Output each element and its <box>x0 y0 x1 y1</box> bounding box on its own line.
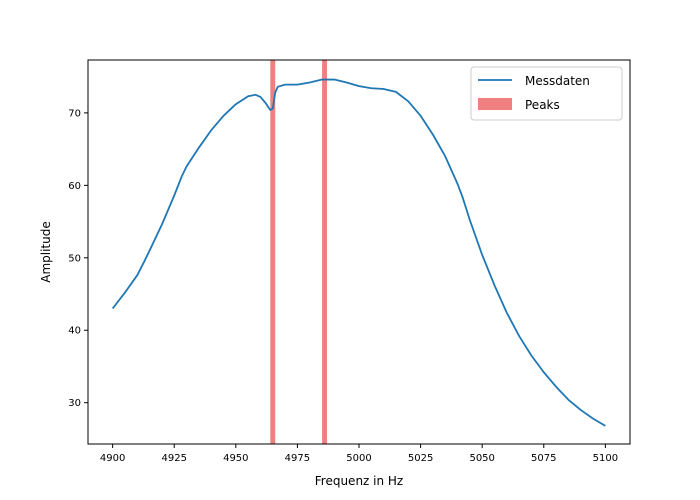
y-tick-label: 50 <box>68 253 81 264</box>
x-tick-label: 4975 <box>285 453 310 464</box>
legend-label-messdaten: Messdaten <box>525 74 590 88</box>
legend: Messdaten Peaks <box>470 66 623 121</box>
x-tick-label: 5050 <box>469 453 494 464</box>
peak-span-1 <box>270 60 276 444</box>
x-tick-label: 5025 <box>408 453 433 464</box>
data-series <box>111 78 606 427</box>
y-tick-label: 40 <box>68 326 81 337</box>
peak-span-2 <box>322 60 327 444</box>
y-tick-label: 60 <box>68 181 81 192</box>
y-tick-label: 30 <box>68 398 81 409</box>
x-tick-label: 4950 <box>223 453 248 464</box>
legend-label-peaks: Peaks <box>525 98 560 112</box>
x-tick-label: 5100 <box>593 453 618 464</box>
series-line-messdaten <box>111 78 606 427</box>
peak-spans <box>270 60 327 444</box>
y-axis-label: Amplitude <box>39 221 53 283</box>
x-tick-label: 5075 <box>531 453 556 464</box>
x-tick-label: 4900 <box>100 453 125 464</box>
ticks: 4900 4925 4950 4975 5000 5025 5050 5075 5100 30 40… <box>68 108 618 464</box>
x-axis-label: Frequenz in Hz <box>315 474 403 488</box>
legend-swatch-peaks <box>478 98 512 110</box>
y-tick-label: 70 <box>68 108 81 119</box>
x-tick-label: 4925 <box>162 453 187 464</box>
x-tick-label: 5000 <box>346 453 371 464</box>
